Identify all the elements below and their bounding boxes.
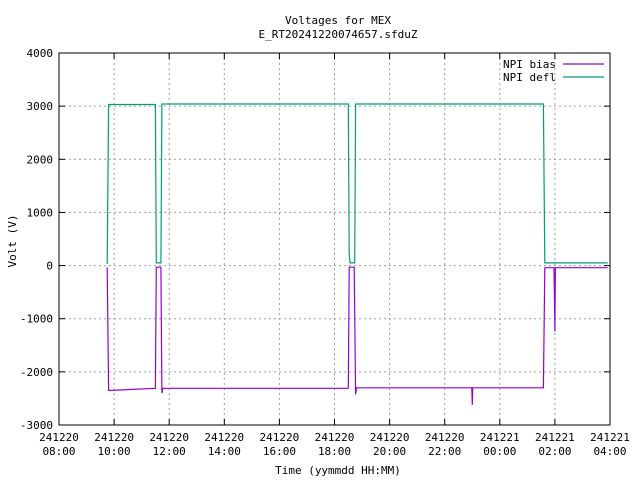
x-tick-label-time: 04:00 <box>593 445 626 458</box>
y-tick-label: 2000 <box>27 153 54 166</box>
x-tick-label-date: 241220 <box>260 431 300 444</box>
legend-label-npi-bias: NPI bias <box>503 58 556 71</box>
x-tick-label-date: 241221 <box>590 431 630 444</box>
x-tick-label-time: 12:00 <box>153 445 186 458</box>
x-tick-label-time: 10:00 <box>98 445 131 458</box>
x-tick-label-date: 241220 <box>39 431 79 444</box>
y-tick-label: 4000 <box>27 47 54 60</box>
x-tick-label-time: 22:00 <box>428 445 461 458</box>
x-tick-label-time: 20:00 <box>373 445 406 458</box>
y-tick-label: 3000 <box>27 100 54 113</box>
chart-subtitle: E_RT20241220074657.sfduZ <box>259 28 418 41</box>
x-tick-label-date: 241220 <box>94 431 134 444</box>
y-tick-label: -3000 <box>20 419 53 432</box>
y-tick-label: -1000 <box>20 313 53 326</box>
x-tick-label-date: 241221 <box>480 431 520 444</box>
series-line-npi-defl <box>106 103 608 265</box>
y-tick-label: 0 <box>46 260 53 273</box>
chart-title: Voltages for MEX <box>285 14 391 27</box>
plot-frame <box>58 52 611 426</box>
x-tick-label-time: 14:00 <box>208 445 241 458</box>
x-tick-label-date: 241220 <box>370 431 410 444</box>
x-tick-label-time: 00:00 <box>483 445 516 458</box>
x-tick-label-time: 18:00 <box>318 445 351 458</box>
legend-label-npi-defl: NPI defl <box>503 71 556 84</box>
x-tick-label-time: 16:00 <box>263 445 296 458</box>
x-tick-label-time: 02:00 <box>538 445 571 458</box>
axes: -3000-2000-10000100020003000400024122008… <box>20 47 630 458</box>
y-tick-label: 1000 <box>27 206 54 219</box>
y-axis-label: Volt (V) <box>6 215 19 268</box>
series-layer <box>106 103 608 405</box>
x-tick-label-date: 241220 <box>425 431 465 444</box>
x-tick-label-date: 241221 <box>535 431 575 444</box>
y-tick-label: -2000 <box>20 366 53 379</box>
x-axis-label: Time (yymmdd HH:MM) <box>275 464 401 477</box>
x-tick-label-date: 241220 <box>315 431 355 444</box>
x-tick-label-date: 241220 <box>204 431 244 444</box>
x-tick-label-time: 08:00 <box>42 445 75 458</box>
grid <box>58 52 611 426</box>
series-line-npi-bias <box>106 266 608 405</box>
x-tick-label-date: 241220 <box>149 431 189 444</box>
